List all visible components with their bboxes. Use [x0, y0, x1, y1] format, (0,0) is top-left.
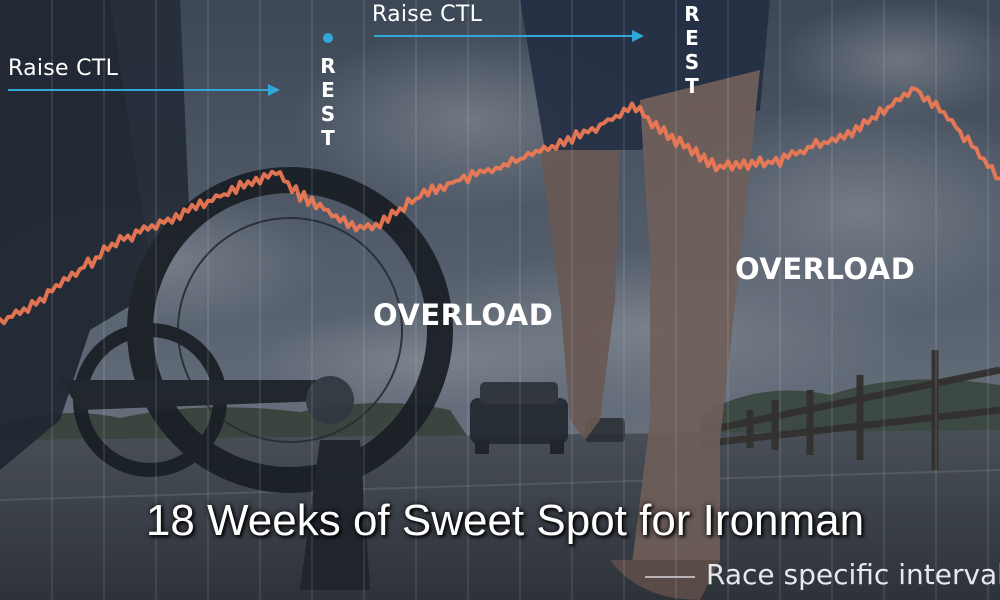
race-specific-label: Race specific intervals — [706, 558, 1000, 591]
raise-ctl-label-left: Raise CTL — [8, 56, 119, 81]
ctl-arrow-right-head — [632, 30, 644, 42]
ctl-arrow-left-head — [268, 84, 280, 96]
rest-label-left: REST — [320, 54, 336, 150]
page-title: 18 Weeks of Sweet Spot for Ironman — [145, 496, 865, 545]
raise-ctl-label-right: Raise CTL — [372, 2, 483, 27]
rest-label-right: REST — [684, 2, 700, 98]
rest-marker-dot — [323, 33, 333, 43]
overload-label-right: OVERLOAD — [735, 252, 916, 286]
overload-label-left: OVERLOAD — [373, 298, 554, 332]
